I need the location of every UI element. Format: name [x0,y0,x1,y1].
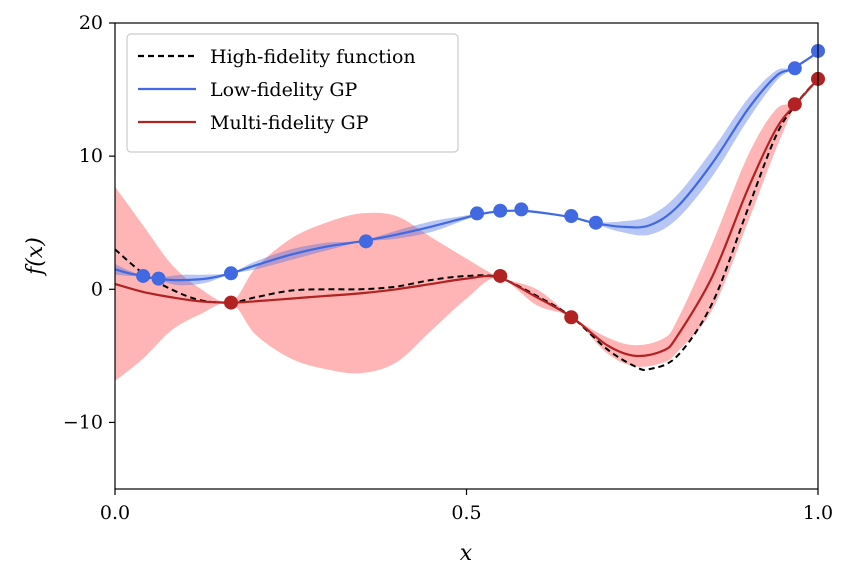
legend: High-fidelity function Low-fidelity GP Mul… [126,33,459,153]
point-low-fidelity-observations [136,268,151,283]
legend-label-low-fidelity-gp: Low-fidelity GP [210,79,358,101]
band-multi-fidelity-gp [115,78,818,382]
y-axis-label-text: f(x) [23,237,48,277]
x-axis-ticks: 0.0 0.5 1.0 [100,489,833,524]
point-low-fidelity-observations [787,61,802,76]
x-tick-label: 1.0 [803,502,833,524]
x-tick-label: 0.0 [100,502,130,524]
point-low-fidelity-observations [514,202,529,217]
point-low-fidelity-observations [493,203,508,218]
x-axis-label: x [460,541,473,566]
point-low-fidelity-observations [470,206,485,221]
x-tick-label: 0.5 [451,502,481,524]
point-high-fidelity-observations [493,268,508,283]
y-tick-label: 20 [79,12,103,34]
y-tick-label: 10 [79,145,103,167]
legend-label-high-fidelity-function: High-fidelity function [210,46,416,68]
point-low-fidelity-observations [588,215,603,230]
legend-label-multi-fidelity-gp: Multi-fidelity GP [210,112,369,134]
line-low-fidelity-gp [115,51,818,282]
y-axis-ticks: −10 0 10 20 [63,12,115,433]
point-high-fidelity-observations [564,310,579,325]
point-low-fidelity-observations [223,266,238,281]
point-high-fidelity-observations [787,97,802,112]
point-low-fidelity-observations [151,271,166,286]
point-low-fidelity-observations [358,234,373,249]
y-tick-label: −10 [63,411,103,433]
y-tick-label: 0 [91,278,103,300]
point-high-fidelity-observations [223,295,238,310]
y-axis-label: f(x) [23,237,48,277]
point-low-fidelity-observations [564,209,579,224]
legend-box [126,33,459,153]
